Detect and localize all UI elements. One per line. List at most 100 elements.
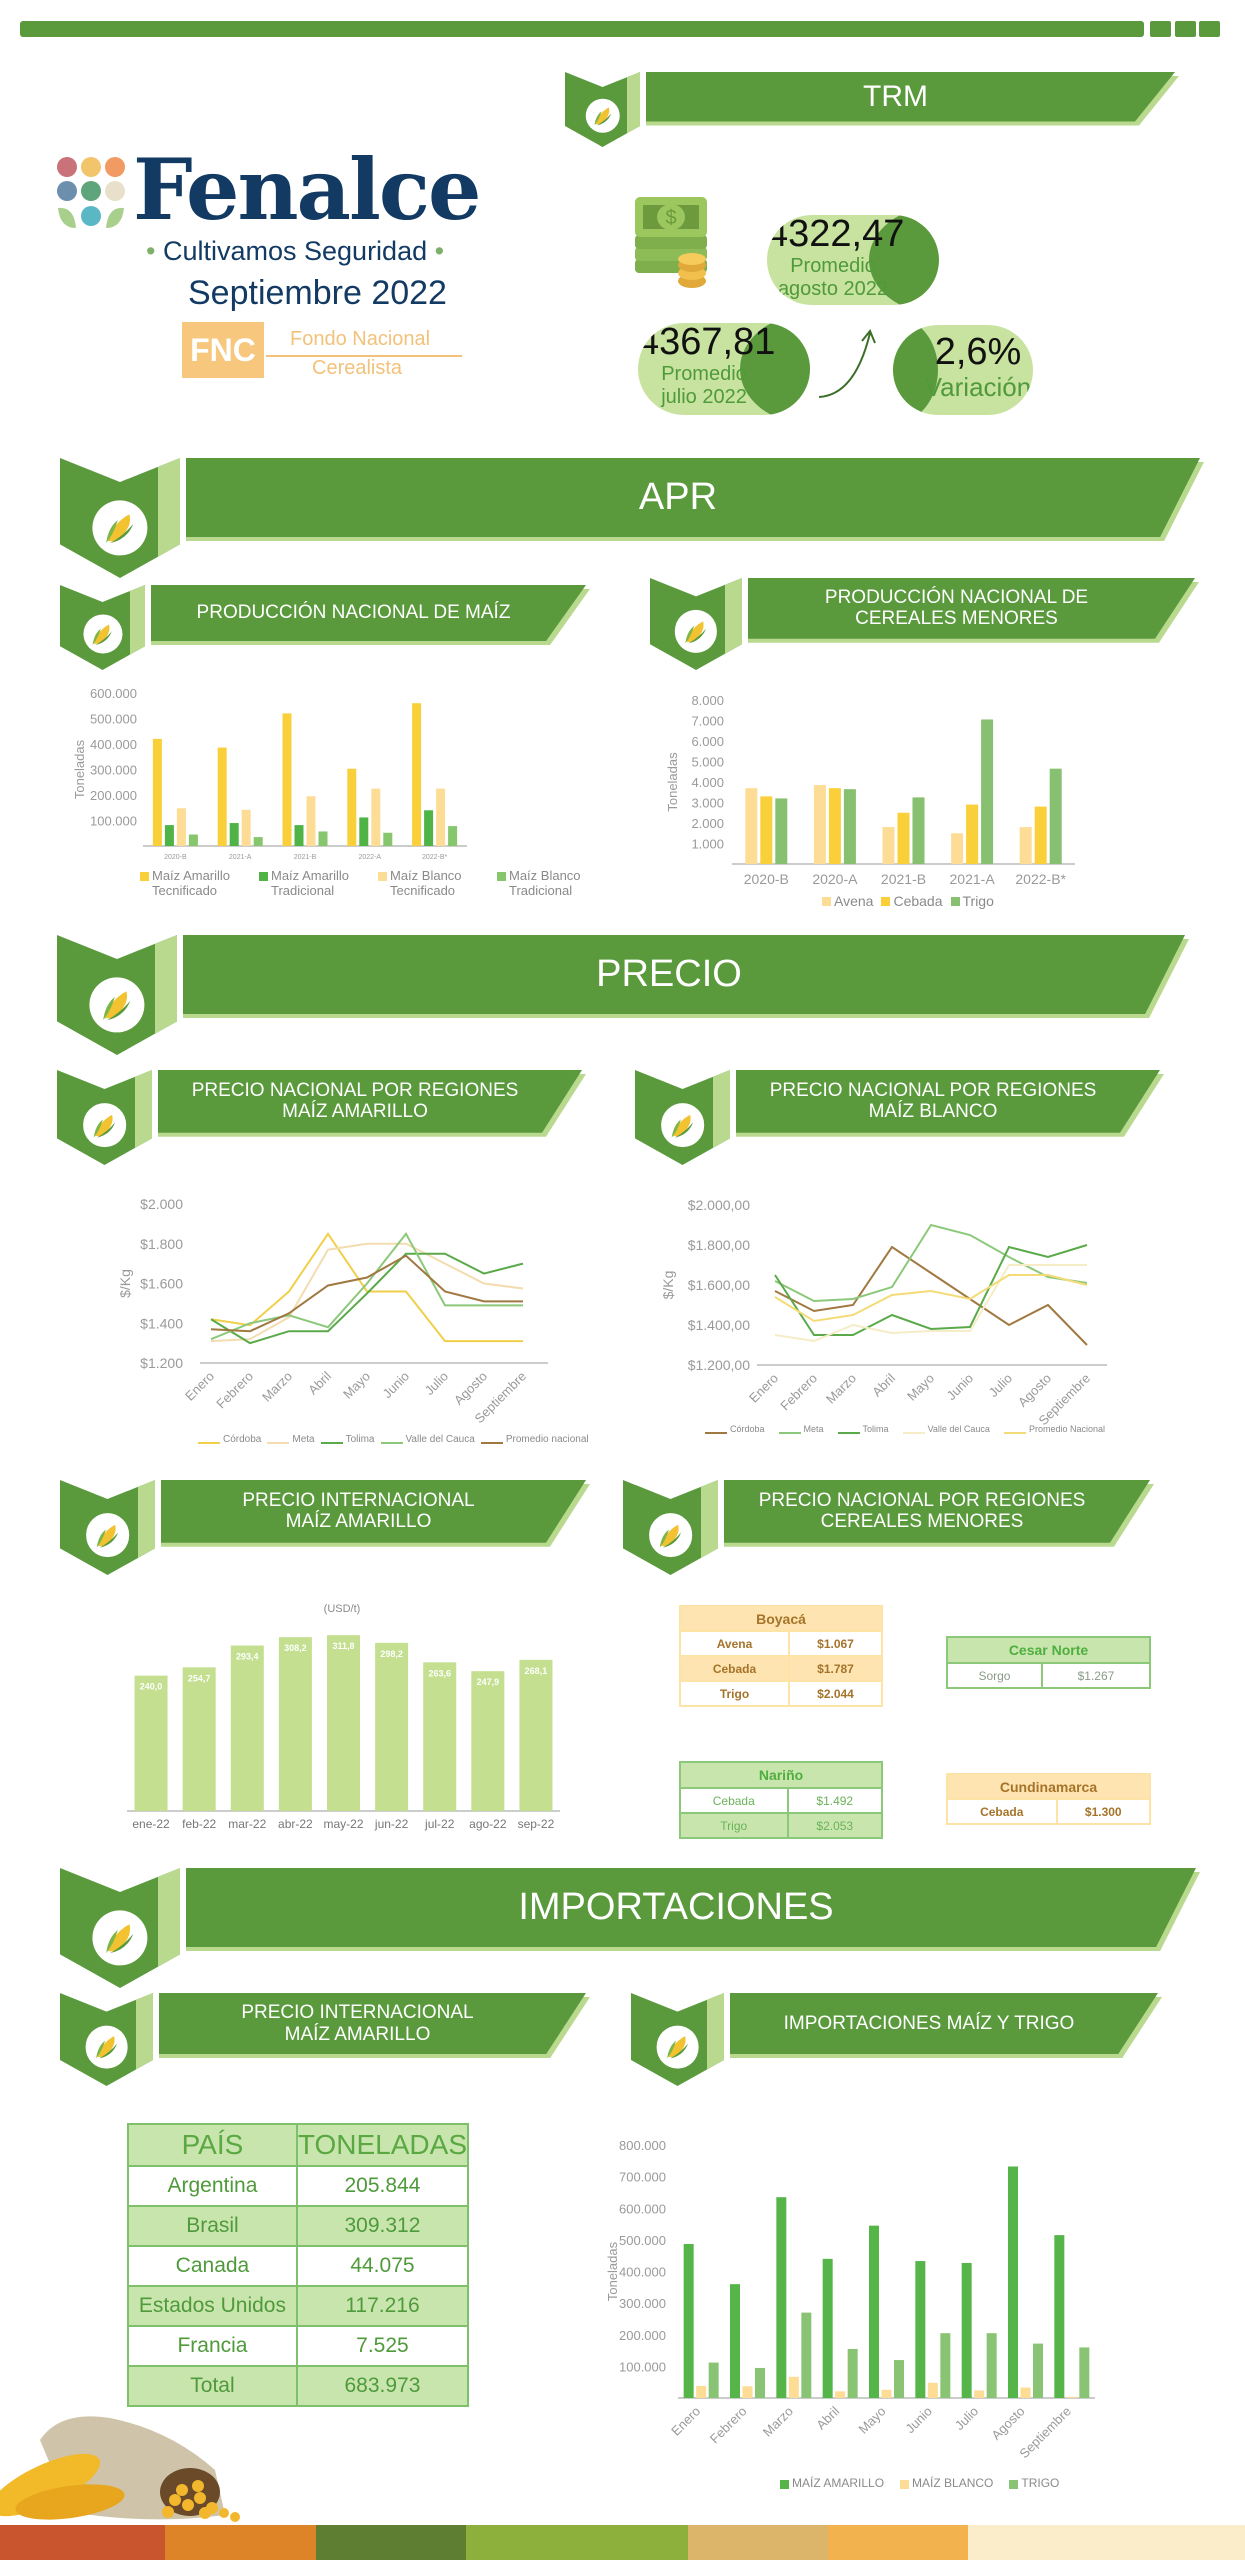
trm-variation-pill: 2,6% Variación <box>893 325 1033 415</box>
precio-cereales-banner: PRECIO NACIONAL POR REGIONES CEREALES MEN… <box>623 1480 1150 1575</box>
bar <box>801 2312 812 2398</box>
x-tick-label: 2022-A <box>359 854 382 861</box>
trm-august-label-1: Promedio <box>790 254 876 277</box>
x-tick-label: 2021-A <box>950 871 996 887</box>
legend-label: Promedio Nacional <box>1028 1424 1105 1434</box>
chevron-badge <box>565 72 640 147</box>
banner-title: PRECIO INTERNACIONAL MAÍZ AMARILLO <box>159 1993 586 2054</box>
column-header: PAÍS <box>127 2123 298 2167</box>
cundinamarca-table: Cundinamarca Cebada $1.300 <box>946 1773 1152 1825</box>
bar <box>915 2261 926 2398</box>
top-bar <box>20 21 1144 37</box>
legend-item: TRIGO <box>1009 2476 1059 2490</box>
importaciones-banner: IMPORTACIONES <box>60 1868 1196 1988</box>
bar <box>383 832 393 846</box>
banner-title: PRECIO INTERNACIONAL MAÍZ AMARILLO <box>161 1480 586 1543</box>
table-cell: $2.053 <box>786 1812 884 1839</box>
table-cell: Cebada <box>679 1655 790 1682</box>
legend-label: Maíz Blanco Tradicional <box>509 868 581 898</box>
data-label: 311,8 <box>332 1641 354 1651</box>
bar <box>471 1671 505 1811</box>
legend-item: Trigo <box>950 893 994 909</box>
table-cell: Sorgo <box>946 1662 1043 1689</box>
chevron-badge <box>60 458 180 578</box>
bar <box>1008 2166 1018 2398</box>
bar <box>847 2348 858 2398</box>
legend-label: Cebada <box>893 893 943 909</box>
legend-label: Córdoba <box>223 1434 262 1445</box>
table-cell: $1.492 <box>786 1787 884 1814</box>
y-tick-label: 100.000 <box>90 814 137 829</box>
legend-swatch <box>140 872 149 881</box>
country-cell: Brasil <box>127 2205 298 2247</box>
bar <box>375 1642 409 1811</box>
series-line <box>774 1245 1088 1346</box>
trm-july-label-1: Promedio <box>661 362 747 385</box>
legend-item: Maíz Blanco Tradicional <box>497 868 602 898</box>
x-tick-label: 2020-A <box>812 871 858 887</box>
legend-item: Maíz Blanco Tecnificado <box>378 868 483 898</box>
table-cell: $1.067 <box>787 1630 884 1657</box>
banner-title-line: MAÍZ AMARILLO <box>282 1101 428 1123</box>
banner-title-line: IMPORTACIONES <box>518 1885 834 1928</box>
x-tick-label: 2022-B* <box>1015 871 1066 887</box>
banner-title-line: IMPORTACIONES MAÍZ Y TRIGO <box>783 2012 1075 2034</box>
legend-swatch <box>822 897 831 906</box>
legend-swatch <box>705 1432 727 1434</box>
bar <box>775 798 788 864</box>
banner-title-line: PRECIO NACIONAL POR REGIONES <box>191 1079 519 1101</box>
legend-label: Valle del Cauca <box>927 1424 990 1434</box>
table-cell: $2.044 <box>787 1680 884 1707</box>
bar <box>278 1637 312 1811</box>
data-label: 263,6 <box>428 1668 451 1678</box>
legend-swatch <box>950 897 960 906</box>
corn-icon <box>671 1114 694 1138</box>
banner-title-line: PRODUCCIÓN NACIONAL DE <box>824 586 1089 608</box>
trm-banner: TRM <box>565 72 1175 147</box>
data-label: 293,4 <box>236 1652 259 1662</box>
column-header: TONELADAS <box>295 2123 470 2167</box>
bar <box>182 1667 216 1811</box>
bar <box>412 703 422 846</box>
importaciones-chart: 100.000 200.000 300.000 400.000 500.000 600.0… <box>605 2138 1095 2461</box>
banner-title-line: MAÍZ AMARILLO <box>285 1511 432 1533</box>
table-cell: $1.300 <box>1055 1798 1152 1825</box>
corn-icon <box>96 2036 117 2059</box>
table-cell: $1.787 <box>787 1655 884 1682</box>
report-date: Septiembre 2022 <box>188 274 447 312</box>
x-tick-label: Abril <box>813 2403 842 2432</box>
legend-item: Cebada <box>881 893 943 909</box>
x-tick-label: mar-22 <box>228 1817 266 1831</box>
bar <box>696 2385 707 2398</box>
banner-title-line: CEREALES MENORES <box>855 608 1058 630</box>
legend-swatch <box>1009 2480 1019 2489</box>
legend-label: Promedio nacional <box>505 1434 589 1445</box>
x-tick-label: abr-22 <box>278 1817 313 1831</box>
y-axis-label: Toneladas <box>665 752 680 812</box>
produccion-cereales-chart: 1.000 2.000 3.000 4.000 5.000 6.000 7.000 8.000… <box>665 693 1075 887</box>
bar <box>424 810 434 846</box>
table-cell: Trigo <box>679 1812 789 1839</box>
produccion-maiz-legend: Maíz Amarillo Tecnificado Maíz Amarillo T… <box>140 868 610 898</box>
x-tick-label: Abril <box>869 1370 898 1399</box>
bar <box>835 2391 846 2398</box>
y-tick-label: 2.000 <box>691 816 724 831</box>
x-tick-label: Marzo <box>760 2404 796 2440</box>
trm-july-pill: 4367,81 Promedio julio 2022 <box>638 323 810 415</box>
y-tick-label: 3.000 <box>691 796 724 811</box>
legend-label: Trigo <box>962 893 994 909</box>
banner-title-line: PRECIO INTERNACIONAL <box>242 1489 475 1511</box>
legend-swatch <box>837 1432 860 1434</box>
y-tick-label: 4.000 <box>691 775 724 790</box>
fnc-name-line-2: Cerealista <box>312 357 403 379</box>
bar <box>730 2284 740 2398</box>
x-tick-label: Junio <box>944 1371 977 1404</box>
banner-title-line: PRECIO NACIONAL POR REGIONES <box>758 1489 1086 1511</box>
legend-item: Valle del Cauca <box>902 1424 990 1434</box>
bar <box>760 796 773 864</box>
chevron-badge <box>650 578 742 670</box>
importaciones-legend: MAÍZ AMARILLO MAÍZ BLANCO TRIGO <box>780 2476 1059 2490</box>
legend-label: Maíz Amarillo Tradicional <box>271 868 350 898</box>
legend-swatch <box>778 1432 801 1434</box>
x-tick-label: 2021-B <box>294 854 317 861</box>
